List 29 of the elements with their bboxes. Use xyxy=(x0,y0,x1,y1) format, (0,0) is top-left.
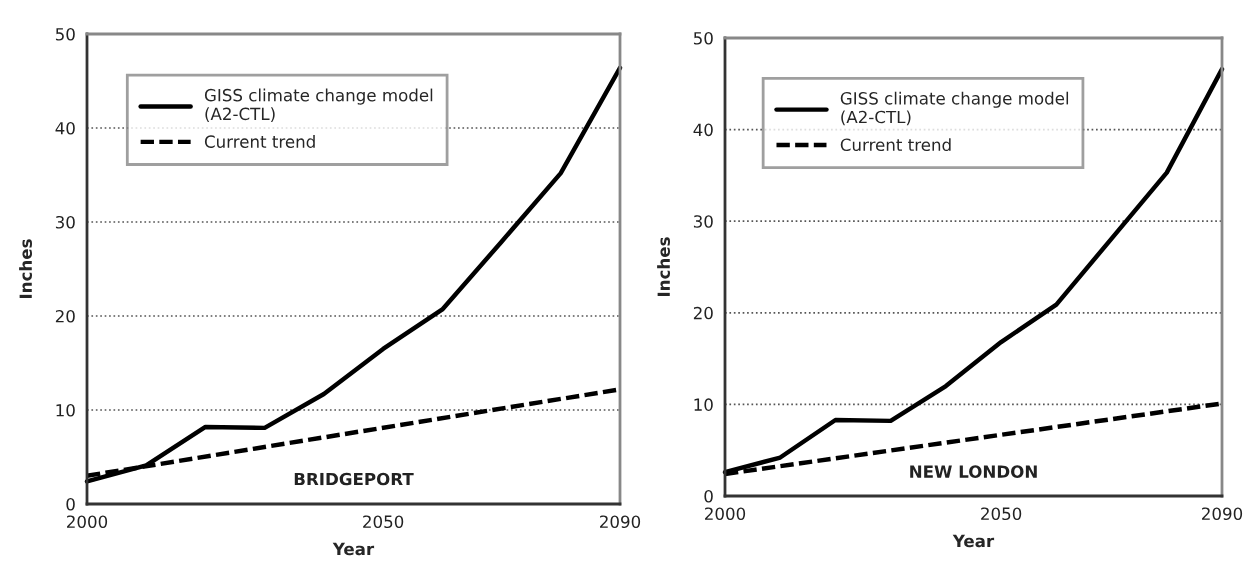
x-tick-label: 2090 xyxy=(600,515,641,529)
annotation: NEW LONDON xyxy=(910,465,1037,478)
legend-label: GISS climate change model (A2-CTL) xyxy=(204,88,433,123)
y-tick-label: 50 xyxy=(693,31,713,45)
y-axis-title: Inches xyxy=(657,237,671,296)
line-series xyxy=(84,65,623,484)
y-tick-label: 20 xyxy=(693,306,713,320)
x-tick-label: 2090 xyxy=(1202,507,1243,521)
legend-label: Current trend xyxy=(840,138,951,152)
annotation: BRIDGEPORT xyxy=(294,472,414,486)
y-tick-label: 0 xyxy=(704,489,713,503)
x-tick-label: 2000 xyxy=(67,515,108,529)
legend-label: GISS climate change model (A2-CTL) xyxy=(840,91,1069,126)
y-tick-label: 50 xyxy=(55,27,75,41)
x-tick-label: 2000 xyxy=(705,507,746,521)
y-tick-label: 40 xyxy=(693,123,713,137)
y-tick-label: 0 xyxy=(66,497,75,511)
x-tick-label: 2050 xyxy=(981,507,1022,521)
x-axis-title: Year xyxy=(952,534,995,548)
x-tick-label: 2050 xyxy=(363,515,404,529)
y-axis-title: Inches xyxy=(19,239,33,298)
y-tick-label: 10 xyxy=(56,403,75,417)
y-tick-label: 30 xyxy=(55,215,75,229)
legend-label: Current trend xyxy=(204,135,315,148)
y-tick-label: 40 xyxy=(55,121,75,135)
y-tick-label: 30 xyxy=(693,215,713,228)
y-tick-label: 20 xyxy=(55,309,75,323)
y-tick-label: 10 xyxy=(694,398,713,411)
x-axis-title: Year xyxy=(332,542,375,556)
